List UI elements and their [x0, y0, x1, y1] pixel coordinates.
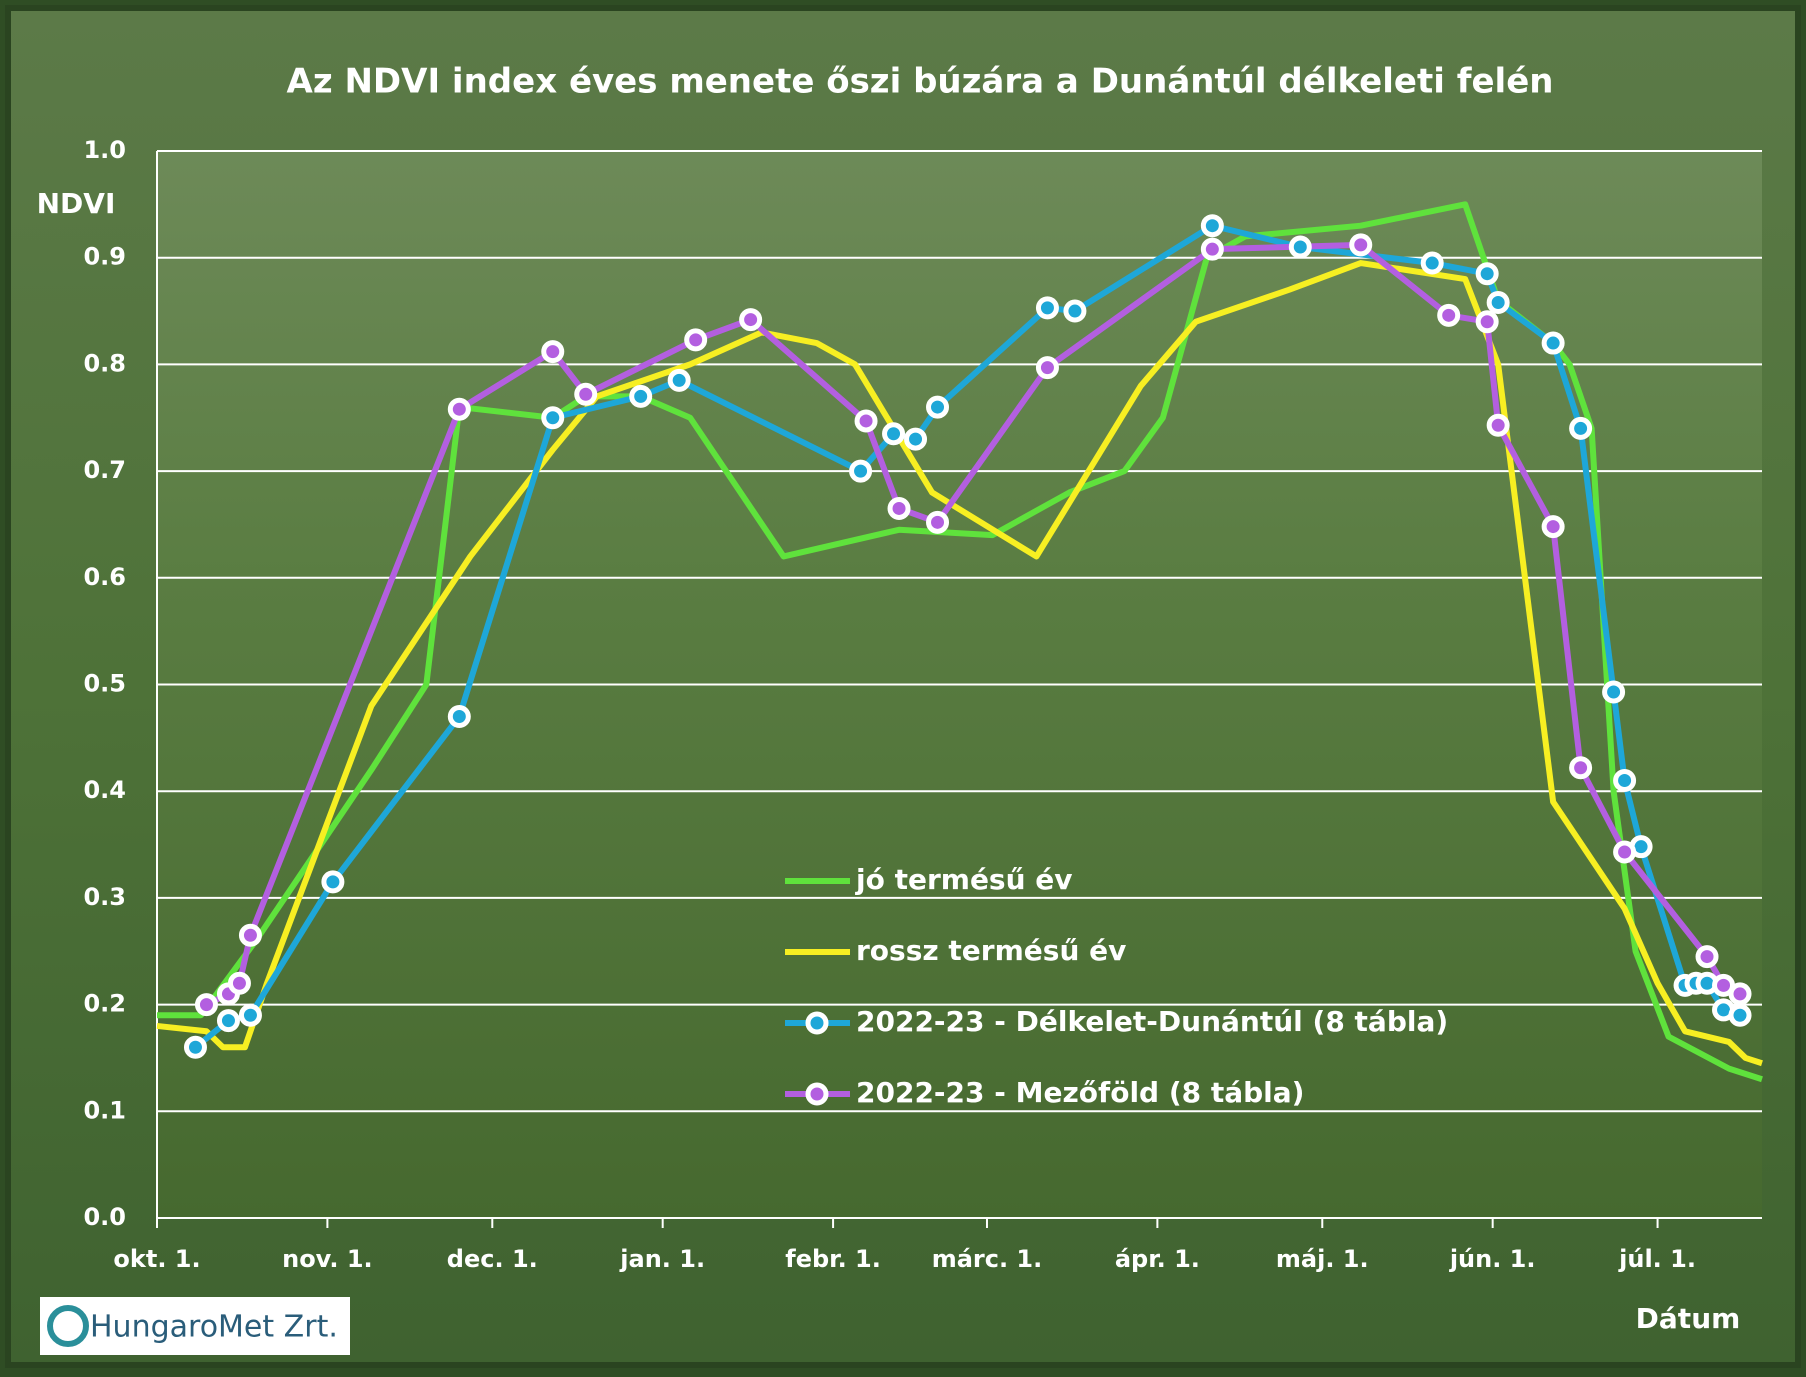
data-point: [1288, 235, 1312, 259]
y-tick-label: 0.9: [83, 243, 126, 271]
data-point: [854, 409, 878, 433]
y-tick-label: 0.6: [83, 563, 126, 591]
logo-text: HungaroMet Zrt.: [90, 1310, 338, 1345]
legend-label: rossz termésű év: [856, 934, 1126, 967]
data-point: [882, 422, 906, 446]
x-tick-label: nov. 1.: [282, 1245, 373, 1273]
data-point: [926, 395, 950, 419]
data-point: [1486, 413, 1510, 437]
data-point: [574, 382, 598, 406]
data-point: [541, 406, 565, 430]
chart-title: Az NDVI index éves menete őszi búzára a …: [287, 62, 1554, 102]
legend: jó termésű év rossz termésű év 2022-23 - D…: [785, 863, 1448, 1109]
data-point: [926, 510, 950, 534]
data-point: [321, 870, 345, 894]
x-tick-label: dec. 1.: [447, 1245, 538, 1273]
data-point: [1728, 1003, 1752, 1027]
data-point: [447, 397, 471, 421]
x-tick-label: máj. 1.: [1276, 1245, 1369, 1273]
x-tick-label: okt. 1.: [113, 1245, 200, 1273]
data-point: [541, 340, 565, 364]
data-point: [887, 496, 911, 520]
y-axis-label: NDVI: [37, 187, 116, 220]
y-tick-label: 0.5: [83, 670, 126, 698]
data-point: [194, 993, 218, 1017]
data-point: [1541, 515, 1565, 539]
grid: 0.0 0.1 0.2 0.3 0.4 0.5 0.6 0.7 0.8 0.9 1.0 okt. 1.…: [83, 136, 1762, 1273]
y-tick-label: 0.8: [83, 349, 126, 377]
data-point: [227, 971, 251, 995]
data-point: [1728, 982, 1752, 1006]
legend-label: 2022-23 - Délkelet-Dunántúl (8 tábla): [856, 1005, 1448, 1038]
x-tick-label: márc. 1.: [932, 1245, 1043, 1273]
series-line: [156, 260, 1763, 1067]
y-tick-label: 0.7: [83, 456, 126, 484]
data-point: [1349, 233, 1373, 257]
y-tick-label: 0.1: [83, 1096, 126, 1124]
data-point: [1541, 331, 1565, 355]
x-tick-label: júl. 1.: [1618, 1245, 1696, 1273]
data-point: [1695, 945, 1719, 969]
data-point: [1486, 291, 1510, 315]
data-point: [1420, 251, 1444, 275]
data-point: [1200, 237, 1224, 261]
data-point: [183, 1035, 207, 1059]
y-tick-label: 0.0: [83, 1203, 126, 1231]
legend-label: jó termésű év: [855, 863, 1073, 896]
data-point: [1613, 769, 1637, 793]
data-point: [1569, 416, 1593, 440]
data-point: [447, 705, 471, 729]
data-point: [238, 923, 262, 947]
data-point: [216, 1009, 240, 1033]
data-point: [629, 384, 653, 408]
series-line: [157, 201, 1763, 1083]
data-point: [904, 427, 928, 451]
data-point: [1613, 840, 1637, 864]
data-point: [1475, 262, 1499, 286]
data-point: [1437, 303, 1461, 327]
data-point: [684, 328, 708, 352]
legend-marker: [805, 1082, 829, 1106]
x-tick-label: ápr. 1.: [1115, 1245, 1200, 1273]
legend-marker: [805, 1011, 829, 1035]
data-point: [1035, 296, 1059, 320]
y-tick-label: 0.3: [83, 883, 126, 911]
data-point: [667, 368, 691, 392]
logo-box: [40, 1297, 350, 1355]
data-point: [1063, 299, 1087, 323]
series-line: [205, 241, 1742, 1008]
series-markers: [183, 214, 1752, 1059]
y-tick-label: 0.4: [83, 776, 126, 804]
x-tick-label: jún. 1.: [1449, 1245, 1536, 1273]
data-point: [739, 308, 763, 332]
legend-label: 2022-23 - Mezőföld (8 tábla): [856, 1076, 1304, 1109]
data-point: [1035, 356, 1059, 380]
data-point: [849, 459, 873, 483]
data-point: [238, 1003, 262, 1027]
x-axis-label: Dátum: [1636, 1302, 1741, 1335]
logo-icon: [47, 1305, 89, 1347]
data-point: [1602, 680, 1626, 704]
data-point: [1475, 310, 1499, 334]
x-tick-label: jan. 1.: [619, 1245, 705, 1273]
y-tick-label: 0.2: [83, 990, 126, 1018]
x-tick-label: febr. 1.: [785, 1245, 881, 1273]
y-tick-label: 1.0: [83, 136, 126, 164]
data-point: [1569, 756, 1593, 780]
data-point: [1200, 214, 1224, 238]
